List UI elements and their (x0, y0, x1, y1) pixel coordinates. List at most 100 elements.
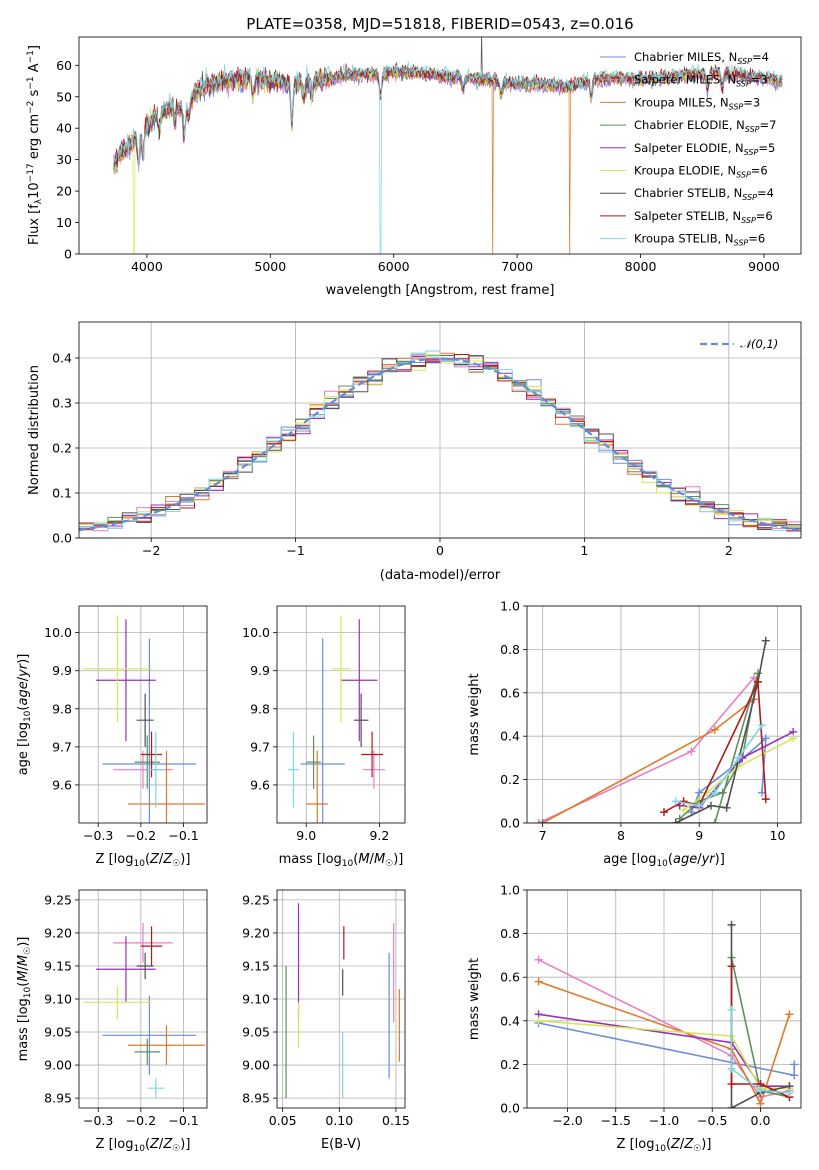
y-tick-label: 0.0 (52, 531, 72, 546)
weight-marker (710, 819, 719, 823)
y-tick-label: 9.00 (44, 1058, 72, 1073)
y-tick-label: 9.7 (52, 739, 72, 754)
x-tick-label: −0.5 (697, 1113, 727, 1128)
y-tick-label: 9.6 (52, 777, 72, 792)
age-vs-mass-axes: 9.0 9.2 9.6 9.7 9.8 9.9 10.0 mass [log10(M/M☉)] (242, 605, 406, 869)
weight-marker (761, 795, 770, 804)
weight-marker (757, 788, 766, 797)
y-tick-label: 8.95 (242, 1091, 270, 1106)
x-tick-label: 5000 (254, 259, 286, 274)
y-tick-label: 9.00 (242, 1058, 270, 1073)
weight-marker (757, 721, 766, 730)
weight-line-kroupa-elodie (538, 1020, 790, 1090)
x-tick-label: 0.05 (269, 1113, 297, 1128)
y-tick-label: 10.0 (44, 625, 72, 640)
legend-entry: Kroupa STELIB, NSSP=6 (634, 232, 765, 248)
weight-marker (785, 1088, 794, 1097)
weight-marker (790, 1071, 799, 1080)
x-tick-label: 0.0 (751, 1113, 771, 1128)
y-tick-label: 9.10 (242, 992, 270, 1007)
y-tick-label: 0.3 (52, 396, 72, 411)
weight-marker (706, 801, 715, 810)
weight-marker (727, 920, 736, 929)
y-axis-label: mass weight (467, 673, 482, 755)
x-tick-label: 7 (539, 828, 547, 843)
y-tick-label: 0.4 (500, 729, 520, 744)
weight-line-chabrier-stelib (675, 640, 767, 823)
y-tick-label: 50 (56, 89, 72, 104)
x-tick-label: 9.2 (369, 828, 389, 843)
x-tick-label: 0 (436, 543, 444, 558)
y-axis-label: mass [log10(M/M☉)] (16, 937, 33, 1062)
spectrum-line-kroupa-stelib (113, 61, 783, 254)
y-tick-label: 0.0 (500, 816, 520, 831)
y-tick-label: 0.4 (500, 1013, 520, 1028)
x-tick-label: 4000 (131, 259, 163, 274)
normal-curve (79, 357, 801, 532)
mass-vs-ebv-axes: 0.05 0.10 0.15 8.95 9.00 9.05 9.10 9.15 9.20 9.25… (242, 889, 410, 1152)
weight-marker (761, 636, 770, 645)
y-tick-label: 30 (56, 152, 72, 167)
y-tick-label: 9.6 (250, 777, 270, 792)
x-tick-label: 1 (580, 543, 588, 558)
y-tick-label: 9.9 (250, 663, 270, 678)
x-tick-label: 10 (770, 828, 786, 843)
legend-entry: 𝒩(0,1) (740, 337, 778, 351)
y-tick-label: 9.05 (242, 1025, 270, 1040)
weight-marker (761, 734, 770, 743)
y-tick-label: 9.10 (44, 992, 72, 1007)
legend-entry: Chabrier STELIB, NSSP=4 (634, 186, 774, 202)
weight-marker (789, 734, 798, 743)
y-tick-label: 9.9 (52, 663, 72, 678)
x-tick-label: 0.15 (382, 1113, 410, 1128)
weight-marker (687, 747, 696, 756)
weight-marker (722, 803, 731, 812)
y-tick-label: 9.7 (250, 739, 270, 754)
weight-marker (710, 788, 719, 797)
x-tick-label: 9 (695, 828, 703, 843)
y-tick-label: 0.1 (52, 486, 72, 501)
legend-entry: Chabrier ELODIE, NSSP=7 (634, 118, 776, 134)
y-tick-label: 0.6 (500, 685, 520, 700)
plot-area (83, 923, 205, 1099)
weight-marker (727, 1104, 736, 1108)
y-axis-label: mass weight (467, 958, 482, 1040)
plot-area (534, 636, 798, 823)
x-tick-label: −0.3 (83, 828, 113, 843)
weight-marker (671, 819, 680, 823)
axes-frame (276, 605, 406, 824)
x-tick-label: −0.2 (126, 828, 156, 843)
x-tick-label: −2 (142, 543, 160, 558)
x-tick-label: −1.5 (601, 1113, 631, 1128)
weight-marker (756, 1086, 765, 1095)
axes-frame (276, 889, 406, 1109)
y-tick-label: 0.2 (500, 1057, 520, 1072)
weight-marker (695, 801, 704, 810)
axes-frame (78, 36, 802, 255)
weight-vs-age-axes: 7 8 9 10 0.0 0.2 0.4 0.6 0.8 1.0 age [log10(age/yr… (467, 599, 802, 869)
x-axis-label: Z [log10(Z/Z☉)] (617, 1137, 712, 1154)
y-tick-label: 0.2 (500, 772, 520, 787)
weight-line-kroupa-stelib (730, 1009, 790, 1094)
x-axis-label: age [log10(age/yr)] (603, 852, 725, 869)
axes-frame (78, 889, 208, 1109)
weight-marker (790, 1060, 799, 1069)
weight-marker (727, 962, 736, 971)
legend-entry: Salpeter ELODIE, NSSP=5 (634, 141, 775, 157)
y-tick-label: 10.0 (242, 625, 270, 640)
plot-area (113, 37, 783, 254)
x-tick-label: −0.3 (83, 1113, 113, 1128)
x-tick-label: −0.1 (168, 1113, 198, 1128)
y-tick-label: 9.8 (250, 701, 270, 716)
y-tick-label: 8.95 (44, 1091, 72, 1106)
x-tick-label: 8000 (625, 259, 657, 274)
mass-vs-z-axes: −0.3 −0.2 −0.1 8.95 9.00 9.05 9.10 9.15 9.20 9.25… (16, 889, 208, 1154)
x-axis-label: mass [log10(M/M☉)] (279, 852, 404, 869)
weight-marker (534, 955, 543, 964)
weight-marker (679, 805, 688, 814)
legend-entry: Kroupa MILES, NSSP=3 (634, 95, 760, 111)
plot-area (285, 903, 400, 1099)
weight-marker (727, 1080, 736, 1089)
x-tick-label: 2 (725, 543, 733, 558)
y-tick-label: 9.15 (242, 958, 270, 973)
